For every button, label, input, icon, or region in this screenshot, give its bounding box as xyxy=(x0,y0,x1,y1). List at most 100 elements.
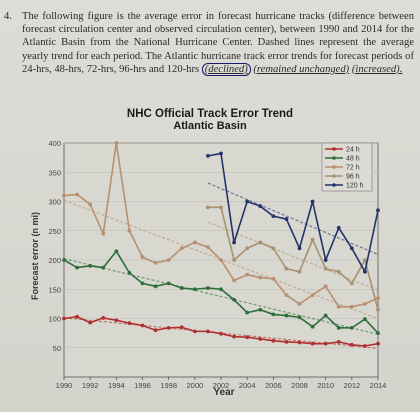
data-point xyxy=(127,228,132,233)
data-point xyxy=(323,266,328,271)
x-tick-label: 1998 xyxy=(160,381,177,390)
data-point xyxy=(376,296,380,300)
choice-increased[interactable]: (increased). xyxy=(351,63,403,75)
x-tick-label: 2010 xyxy=(317,381,334,390)
y-tick-label: 50 xyxy=(53,344,61,353)
data-point xyxy=(258,337,263,341)
data-point xyxy=(245,199,250,204)
chart-title: NHC Official Track Error Trend xyxy=(126,108,294,120)
data-point xyxy=(219,331,223,336)
data-point xyxy=(245,310,250,315)
data-point xyxy=(140,323,145,328)
data-point xyxy=(101,231,106,236)
data-point xyxy=(271,246,276,251)
data-point xyxy=(258,204,263,209)
y-tick-label: 150 xyxy=(48,285,61,294)
data-point xyxy=(232,258,236,262)
data-point xyxy=(114,141,119,145)
data-point xyxy=(336,225,341,230)
data-point xyxy=(336,340,341,344)
x-tick-label: 1994 xyxy=(108,381,125,390)
data-point xyxy=(206,205,210,210)
data-point xyxy=(284,217,289,221)
y-tick-label: 350 xyxy=(48,168,61,177)
legend-marker xyxy=(332,165,336,169)
y-tick-label: 250 xyxy=(48,227,61,236)
data-point xyxy=(206,329,210,334)
data-point xyxy=(192,287,197,292)
series-line xyxy=(207,206,379,310)
data-point xyxy=(127,321,132,326)
axes: 50 100 150 200 250 300 350 400 1990 1992 1994 1996 1… xyxy=(48,139,386,390)
data-point xyxy=(114,249,119,254)
data-point xyxy=(140,281,145,286)
chart-subtitle: Atlantic Basin xyxy=(173,120,247,132)
data-point xyxy=(101,265,106,270)
data-point xyxy=(271,214,276,219)
data-point xyxy=(232,297,236,302)
data-point xyxy=(258,307,263,312)
x-tick-label: 2004 xyxy=(239,381,256,390)
data-point xyxy=(284,293,289,297)
data-point xyxy=(245,335,250,340)
data-point xyxy=(114,318,119,323)
data-point xyxy=(336,269,341,274)
trend-line xyxy=(207,182,379,256)
data-point xyxy=(258,275,263,280)
data-point xyxy=(219,258,223,262)
data-series xyxy=(62,141,380,348)
data-point xyxy=(75,265,79,270)
legend-label: 96 h xyxy=(346,174,360,181)
data-point xyxy=(297,269,302,274)
choice-declined[interactable]: (declined) xyxy=(201,62,251,76)
x-tick-label: 1996 xyxy=(134,381,151,390)
x-tick-label: 2002 xyxy=(213,381,230,390)
data-point xyxy=(88,263,93,268)
data-point xyxy=(75,314,79,319)
data-point xyxy=(336,304,341,309)
data-point xyxy=(376,331,380,336)
x-axis-label: Year xyxy=(213,387,234,398)
data-point xyxy=(179,286,184,290)
question-body: The following figure is the average erro… xyxy=(22,11,414,75)
data-point xyxy=(297,315,302,320)
trend-line xyxy=(63,258,379,335)
x-tick-label: 1990 xyxy=(56,381,73,390)
data-point xyxy=(363,301,367,306)
data-point xyxy=(166,258,171,262)
choice-remained-unchanged[interactable]: (remained unchanged) xyxy=(253,63,350,75)
data-point xyxy=(219,205,223,210)
data-point xyxy=(349,246,354,251)
data-point xyxy=(376,307,380,312)
data-point xyxy=(349,342,354,347)
data-point xyxy=(310,293,315,297)
data-point xyxy=(192,329,197,334)
x-tick-label: 1992 xyxy=(82,381,99,390)
data-point xyxy=(179,325,184,330)
data-point xyxy=(363,344,367,348)
data-point xyxy=(153,328,158,333)
data-point xyxy=(153,261,158,265)
x-tick-label: 2008 xyxy=(291,381,308,390)
data-point xyxy=(258,240,263,245)
data-point xyxy=(349,281,354,286)
data-point xyxy=(62,258,66,262)
data-point xyxy=(127,270,132,275)
data-point xyxy=(192,240,197,245)
data-point xyxy=(245,272,250,277)
data-point xyxy=(363,258,367,262)
data-point xyxy=(179,246,184,251)
data-point xyxy=(62,193,66,198)
legend-marker xyxy=(332,156,336,160)
question-text: The following figure is the average erro… xyxy=(22,10,414,76)
data-point xyxy=(376,208,380,213)
data-point xyxy=(140,255,145,259)
legend-label: 48 h xyxy=(346,156,360,163)
data-point xyxy=(323,313,328,318)
data-point xyxy=(376,341,380,346)
data-point xyxy=(271,312,276,317)
data-point xyxy=(206,153,210,158)
data-point xyxy=(323,341,328,346)
legend-marker xyxy=(332,183,336,187)
legend: 24 h 48 h 72 h 96 h 120 h xyxy=(321,142,373,192)
